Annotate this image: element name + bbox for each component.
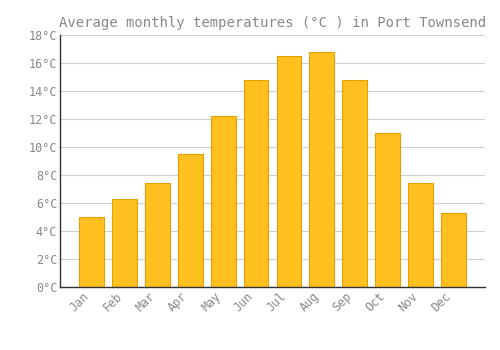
Bar [211,116,236,287]
Bar [441,213,466,287]
Bar [244,80,268,287]
Title: Average monthly temperatures (°C ) in Port Townsend: Average monthly temperatures (°C ) in Po… [59,16,486,30]
Bar [145,183,170,287]
Bar [276,56,301,287]
Bar [112,199,137,287]
Bar [178,154,203,287]
Bar [408,183,433,287]
Bar [80,217,104,287]
Bar [310,52,334,287]
Bar [342,80,367,287]
Bar [376,133,400,287]
